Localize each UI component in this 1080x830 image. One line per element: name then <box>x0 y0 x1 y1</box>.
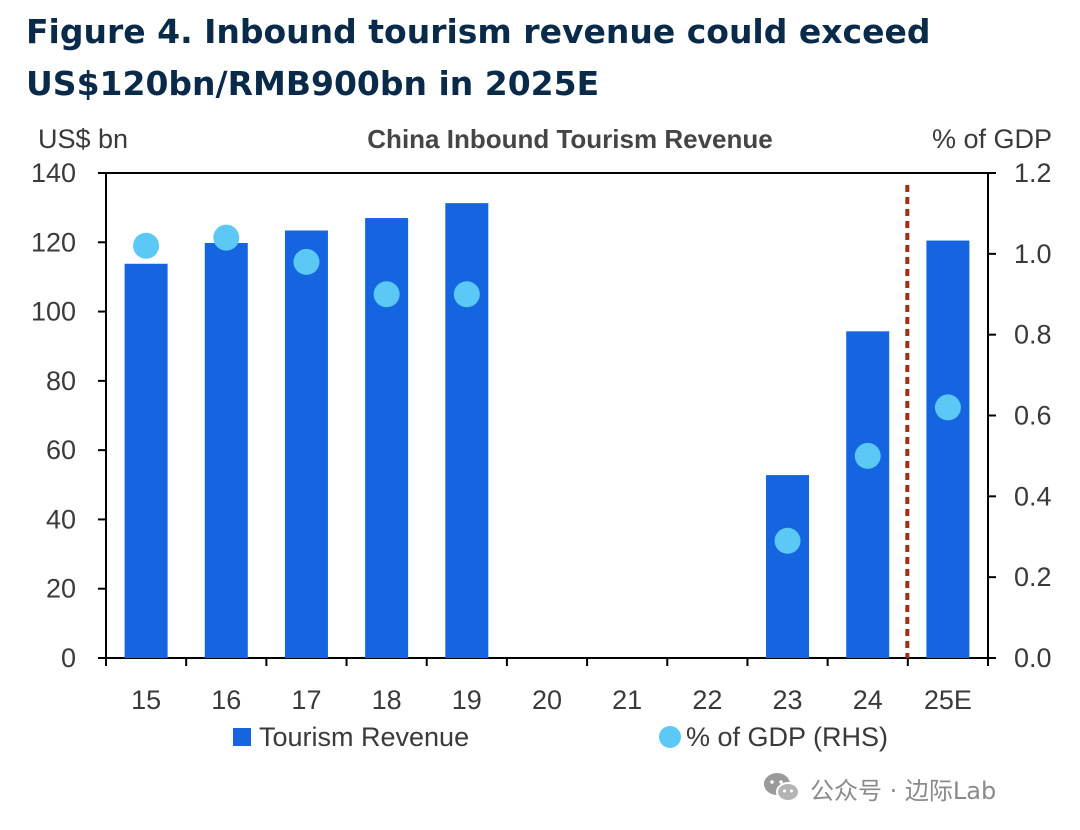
figure-title: Figure 4. Inbound tourism revenue could … <box>26 6 1066 110</box>
bar-tourism-revenue-19 <box>445 203 489 658</box>
point-pct-gdp-19 <box>453 281 480 308</box>
y2-tick-label: 0.2 <box>1014 562 1052 592</box>
bar-tourism-revenue-15 <box>124 263 168 658</box>
bar-tourism-revenue-17 <box>284 230 328 658</box>
x-tick-label: 24 <box>853 685 883 715</box>
legend-label-tourism-revenue: Tourism Revenue <box>259 722 469 752</box>
watermark-text: 公众号 · 边际Lab <box>810 776 997 805</box>
watermark: 公众号 · 边际Lab <box>762 768 996 808</box>
x-tick-label: 15 <box>131 685 161 715</box>
y2-axis-unit-label: % of GDP <box>932 124 1052 154</box>
point-pct-gdp-18 <box>373 281 400 308</box>
x-tick-label: 25E <box>924 685 972 715</box>
plot-area: 0 20 40 60 80 100 120 140 0.0 0.2 0.4 0.6 0.8 1.0 1.2 1… <box>31 158 1052 715</box>
y-tick-label: 0 <box>61 643 76 673</box>
y2-tick-label: 1.0 <box>1014 239 1052 269</box>
point-pct-gdp-23 <box>774 527 801 554</box>
y-tick-label: 100 <box>31 297 76 327</box>
x-tick-label: 22 <box>692 685 722 715</box>
y-tick-label: 20 <box>46 574 76 604</box>
y-tick-label: 40 <box>46 504 76 534</box>
bar-tourism-revenue-16 <box>204 242 248 658</box>
legend-swatch-tourism-revenue <box>233 728 251 746</box>
legend-label-pct-gdp: % of GDP (RHS) <box>686 722 888 752</box>
figure-title-line-2: US$120bn/RMB900bn in 2025E <box>26 64 600 103</box>
x-tick-label: 20 <box>532 685 562 715</box>
y-tick-label: 80 <box>46 366 76 396</box>
point-pct-gdp-15 <box>133 232 160 259</box>
point-pct-gdp-24 <box>854 442 881 469</box>
x-tick-label: 19 <box>452 685 482 715</box>
legend: Tourism Revenue % of GDP (RHS) <box>233 722 888 752</box>
y-tick-label: 60 <box>46 435 76 465</box>
bar-tourism-revenue-23 <box>766 475 810 658</box>
y2-tick-label: 0.4 <box>1014 481 1052 511</box>
point-pct-gdp-17 <box>293 248 320 275</box>
point-pct-gdp-25E <box>934 394 961 421</box>
bar-tourism-revenue-25E <box>926 240 970 658</box>
x-tick-label: 21 <box>612 685 642 715</box>
figure-title-line-1: Figure 4. Inbound tourism revenue could … <box>26 12 931 51</box>
y2-tick-label: 0.0 <box>1014 643 1052 673</box>
bar-tourism-revenue-24 <box>846 331 890 658</box>
legend-swatch-pct-gdp <box>659 726 681 748</box>
chart-title: China Inbound Tourism Revenue <box>367 124 772 154</box>
y2-tick-label: 0.6 <box>1014 401 1052 431</box>
wechat-icon <box>764 773 800 802</box>
y-tick-label: 140 <box>31 158 76 188</box>
x-tick-label: 17 <box>291 685 321 715</box>
y2-tick-label: 1.2 <box>1014 158 1052 188</box>
x-tick-label: 23 <box>773 685 803 715</box>
x-tick-label: 18 <box>372 685 402 715</box>
y-tick-label: 120 <box>31 227 76 257</box>
y-axis-unit-label: US$ bn <box>38 124 128 154</box>
point-pct-gdp-16 <box>213 224 240 251</box>
y2-tick-label: 0.8 <box>1014 320 1052 350</box>
x-tick-label: 16 <box>211 685 241 715</box>
